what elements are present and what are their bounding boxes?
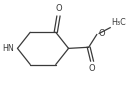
Text: O: O xyxy=(98,29,105,38)
Text: O: O xyxy=(89,64,95,73)
Text: HN: HN xyxy=(2,44,14,53)
Text: O: O xyxy=(55,4,62,13)
Text: H₃C: H₃C xyxy=(111,18,126,27)
